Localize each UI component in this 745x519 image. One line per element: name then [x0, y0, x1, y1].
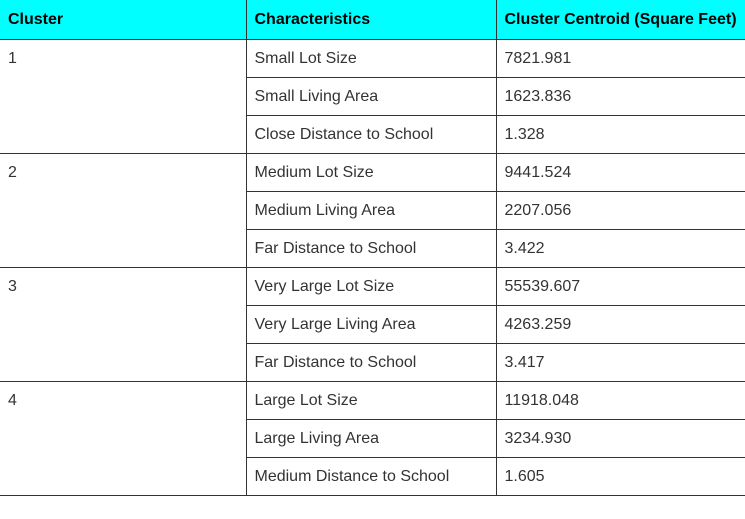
centroid-cell: 4263.259 — [496, 305, 745, 344]
characteristic-cell: Far Distance to School — [246, 229, 497, 268]
header-cluster-centroid: Cluster Centroid (Square Feet) — [496, 0, 745, 40]
characteristic-cell: Medium Living Area — [246, 191, 497, 230]
centroid-cell: 1623.836 — [496, 77, 745, 116]
characteristic-cell: Very Large Living Area — [246, 305, 497, 344]
table-row: 4 Large Lot Size 11918.048 — [0, 381, 745, 496]
characteristic-cell: Small Living Area — [246, 77, 497, 116]
centroid-cell: 7821.981 — [496, 39, 745, 78]
centroid-cell: 3.422 — [496, 229, 745, 268]
centroid-cell: 1.328 — [496, 115, 745, 154]
table-row: Small Living Area 1623.836 — [0, 77, 745, 116]
centroid-cell: 1.605 — [496, 457, 745, 496]
header-cluster: Cluster — [0, 0, 247, 40]
characteristic-cell: Very Large Lot Size — [246, 267, 497, 306]
table-row: Large Living Area 3234.930 — [0, 419, 745, 458]
table-row: Medium Distance to School 1.605 — [0, 457, 745, 496]
table-row: Far Distance to School 3.422 — [0, 229, 745, 268]
table-row: 2 Medium Lot Size 9441.524 — [0, 153, 745, 268]
centroid-cell: 3.417 — [496, 343, 745, 382]
table-row: 3 Very Large Lot Size 55539.607 — [0, 267, 745, 382]
cluster-id-cell: 4 — [0, 381, 247, 496]
table-row: Close Distance to School 1.328 — [0, 115, 745, 154]
characteristic-cell: Medium Distance to School — [246, 457, 497, 496]
centroid-cell: 9441.524 — [496, 153, 745, 192]
centroid-cell: 55539.607 — [496, 267, 745, 306]
cluster-id-cell: 1 — [0, 39, 247, 154]
table-row: 1 Small Lot Size 7821.981 — [0, 39, 745, 154]
header-characteristics: Characteristics — [246, 0, 497, 40]
table-body: 1 Small Lot Size 7821.981 Small Living A… — [0, 39, 745, 496]
characteristic-cell: Far Distance to School — [246, 343, 497, 382]
characteristic-cell: Close Distance to School — [246, 115, 497, 154]
centroid-cell: 3234.930 — [496, 419, 745, 458]
characteristic-cell: Large Living Area — [246, 419, 497, 458]
characteristic-cell: Small Lot Size — [246, 39, 497, 78]
table-row: Medium Living Area 2207.056 — [0, 191, 745, 230]
table-row: Far Distance to School 3.417 — [0, 343, 745, 382]
table-header: Cluster Characteristics Cluster Centroid… — [0, 0, 745, 40]
characteristic-cell: Medium Lot Size — [246, 153, 497, 192]
centroid-cell: 11918.048 — [496, 381, 745, 420]
characteristic-cell: Large Lot Size — [246, 381, 497, 420]
centroid-cell: 2207.056 — [496, 191, 745, 230]
cluster-table: Cluster Characteristics Cluster Centroid… — [0, 0, 745, 496]
table-row: Very Large Living Area 4263.259 — [0, 305, 745, 344]
cluster-id-cell: 2 — [0, 153, 247, 268]
cluster-id-cell: 3 — [0, 267, 247, 382]
header-row: Cluster Characteristics Cluster Centroid… — [0, 0, 745, 40]
